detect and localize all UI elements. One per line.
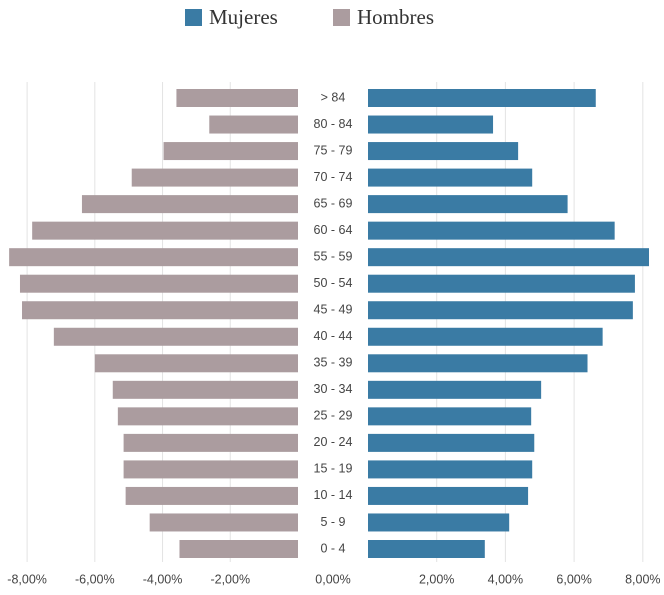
legend-swatch <box>185 9 202 26</box>
category-label: 0 - 4 <box>320 541 345 555</box>
bar <box>368 354 588 373</box>
category-label: 5 - 9 <box>320 515 345 529</box>
x-tick-label: 8,00% <box>625 572 660 586</box>
bar <box>9 248 298 267</box>
bar <box>19 274 298 293</box>
category-label: 50 - 54 <box>314 276 353 290</box>
bar <box>163 142 298 161</box>
category-label: 40 - 44 <box>314 329 353 343</box>
bar <box>368 407 532 426</box>
bar <box>22 301 299 320</box>
bar <box>368 327 603 346</box>
bar <box>368 168 533 187</box>
bar <box>368 460 533 479</box>
bar <box>368 195 568 214</box>
bar <box>32 221 298 240</box>
x-tick-label: 4,00% <box>488 572 523 586</box>
category-label: 15 - 19 <box>314 462 353 476</box>
bar <box>368 221 615 240</box>
category-label: 55 - 59 <box>314 249 353 263</box>
category-label: 35 - 39 <box>314 356 353 370</box>
bar <box>149 513 298 532</box>
bar <box>368 433 535 452</box>
bar <box>125 486 298 505</box>
category-label: 65 - 69 <box>314 196 353 210</box>
bar <box>368 248 650 267</box>
category-label: 70 - 74 <box>314 170 353 184</box>
category-label: 30 - 34 <box>314 382 353 396</box>
category-label: 20 - 24 <box>314 435 353 449</box>
legend-label: Hombres <box>357 5 434 29</box>
bar <box>176 89 298 107</box>
x-tick-label: -2,00% <box>210 572 250 586</box>
bar <box>368 540 485 558</box>
bar <box>117 407 298 426</box>
category-label: 75 - 79 <box>314 143 353 157</box>
bar <box>112 380 299 399</box>
bar <box>209 115 298 134</box>
category-label: 25 - 29 <box>314 409 353 423</box>
category-label: 60 - 64 <box>314 223 353 237</box>
x-tick-label: -4,00% <box>143 572 183 586</box>
category-label: 45 - 49 <box>314 303 353 317</box>
legend-swatch <box>333 9 350 26</box>
bar <box>368 513 510 532</box>
bar <box>368 274 635 293</box>
x-tick-label: 0,00% <box>315 572 350 586</box>
bar <box>368 380 542 399</box>
category-label: > 84 <box>321 90 346 104</box>
x-tick-label: 6,00% <box>556 572 591 586</box>
bar <box>123 433 299 452</box>
x-tick-label: 2,00% <box>419 572 454 586</box>
category-label: 80 - 84 <box>314 117 353 131</box>
x-tick-label: -8,00% <box>7 572 47 586</box>
bar <box>53 327 298 346</box>
bar <box>94 354 299 373</box>
x-tick-label: -6,00% <box>75 572 115 586</box>
bar <box>368 115 494 134</box>
bar <box>81 195 298 214</box>
bar <box>123 460 299 479</box>
bar <box>368 486 529 505</box>
bar <box>179 540 298 558</box>
legend-label: Mujeres <box>209 5 278 29</box>
bar <box>368 142 519 161</box>
bar <box>368 301 633 320</box>
bar <box>368 89 596 107</box>
category-label: 10 - 14 <box>314 488 353 502</box>
bar <box>131 168 298 187</box>
